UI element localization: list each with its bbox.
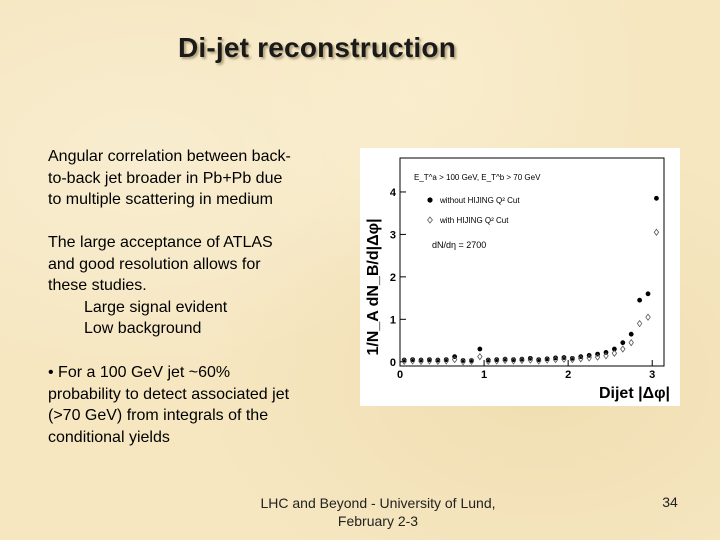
- text-line: (>70 GeV) from integrals of the: [48, 407, 269, 424]
- point-without-cut: [569, 355, 575, 361]
- point-without-cut: [418, 357, 424, 363]
- legend-label-without-cut: without HIJING Q² Cut: [439, 196, 520, 205]
- sub-item-background: Low background: [84, 320, 202, 337]
- point-with-cut: [594, 353, 601, 361]
- point-with-cut: [561, 355, 567, 363]
- text-line: The large acceptance of ATLAS: [48, 234, 273, 251]
- text-line: these studies.: [48, 277, 147, 294]
- y-tick-label: 2: [390, 272, 396, 284]
- footer-line: LHC and Beyond - University of Lund,: [260, 495, 496, 511]
- point-without-cut: [410, 357, 416, 363]
- point-without-cut: [645, 291, 651, 297]
- y-tick-label: 0: [390, 357, 396, 369]
- legend-marker-filled-circle: [427, 197, 433, 203]
- point-without-cut: [443, 357, 449, 363]
- x-axis-title: Dijet |Δφ|: [599, 385, 670, 402]
- point-with-cut: [468, 357, 475, 366]
- text-line: to-back jet broader in Pb+Pb due: [48, 169, 283, 187]
- text-line: and good resolution allows for: [48, 255, 261, 273]
- point-without-cut: [435, 357, 441, 363]
- x-tick-label: 3: [649, 369, 655, 381]
- point-with-cut: [645, 313, 651, 321]
- point-without-cut: [494, 357, 500, 363]
- point-without-cut: [401, 357, 407, 363]
- point-with-cut: [477, 352, 483, 361]
- legend-marker-open-diamond: [427, 216, 433, 224]
- text-line: probability to detect associated jet: [48, 385, 290, 403]
- text-line: conditional yields: [48, 428, 170, 446]
- point-with-cut: [510, 357, 517, 365]
- y-tick-label: 4: [390, 187, 397, 199]
- y-axis-title: 1/N_A dN_B/d|Δφ|: [365, 218, 382, 355]
- y-tick-label: 3: [390, 229, 396, 241]
- point-with-cut: [493, 357, 500, 365]
- point-with-cut: [628, 338, 634, 347]
- point-with-cut: [502, 356, 508, 365]
- plot-frame: [399, 157, 665, 367]
- x-tick-label: 0: [397, 369, 403, 381]
- text-line: • For a 100 GeV jet ~60%: [48, 364, 231, 381]
- footer: LHC and Beyond - University of Lund, Feb…: [250, 494, 506, 530]
- text-line: Angular correlation between back-: [48, 148, 291, 165]
- point-without-cut: [544, 356, 550, 362]
- paragraph-angular-correlation: Angular correlation between back- to-bac…: [48, 146, 338, 211]
- footer-line: February 2-3: [337, 513, 419, 529]
- point-with-cut: [544, 356, 550, 364]
- dijet-chart-svg: 1/N_A dN_B/d|Δφ| Dijet |Δφ| E_T^a > 100 …: [365, 157, 670, 402]
- y-tick-label: 1: [390, 314, 396, 326]
- point-with-cut: [435, 357, 441, 366]
- cut-label: E_T^a > 100 GeV, E_T^b > 70 GeV: [414, 173, 541, 182]
- point-with-cut: [460, 358, 466, 366]
- text-line: to multiple scattering in medium: [48, 191, 273, 208]
- point-with-cut: [586, 354, 592, 362]
- point-with-cut: [527, 356, 534, 364]
- point-with-cut: [443, 357, 449, 365]
- dijet-chart: 1/N_A dN_B/d|Δφ| Dijet |Δφ| E_T^a > 100 …: [360, 148, 680, 406]
- x-tick-label: 2: [565, 369, 571, 381]
- point-without-cut: [427, 357, 432, 363]
- point-with-cut: [611, 349, 618, 357]
- legend-label-with-cut: with HIJING Q² Cut: [439, 216, 509, 225]
- point-without-cut: [553, 355, 558, 361]
- point-without-cut: [485, 357, 491, 363]
- point-without-cut: [502, 356, 508, 362]
- point-with-cut: [519, 356, 525, 365]
- point-with-cut: [653, 228, 660, 236]
- point-with-cut: [552, 355, 559, 364]
- x-tick-label: 1: [481, 369, 487, 381]
- paragraph-atlas-acceptance: The large acceptance of ATLAS and good r…: [48, 232, 338, 340]
- point-with-cut: [569, 355, 576, 364]
- point-without-cut: [477, 346, 483, 352]
- point-without-cut: [637, 297, 643, 303]
- slide-title: Di-jet reconstruction: [178, 32, 457, 63]
- multiplicity-annotation: dN/dη = 2700: [432, 240, 486, 250]
- point-with-cut: [451, 355, 458, 364]
- point-with-cut: [485, 357, 491, 366]
- point-with-cut: [636, 319, 643, 328]
- point-with-cut: [536, 357, 542, 365]
- point-with-cut: [418, 357, 424, 366]
- point-without-cut: [527, 355, 533, 361]
- point-without-cut: [469, 358, 474, 363]
- point-without-cut: [519, 356, 525, 362]
- point-with-cut: [578, 355, 584, 363]
- point-with-cut: [620, 345, 626, 353]
- point-without-cut: [460, 358, 466, 363]
- page-number: 34: [662, 494, 678, 510]
- point-with-cut: [426, 357, 433, 365]
- point-without-cut: [628, 331, 634, 337]
- sub-item-signal: Large signal evident: [84, 298, 228, 316]
- point-with-cut: [409, 357, 416, 365]
- point-without-cut: [511, 357, 516, 363]
- point-without-cut: [561, 355, 567, 360]
- point-without-cut: [611, 346, 617, 352]
- point-without-cut: [620, 340, 626, 346]
- point-without-cut: [536, 357, 542, 363]
- point-without-cut: [654, 195, 659, 201]
- point-with-cut: [603, 352, 609, 360]
- paragraph-jet-probability: • For a 100 GeV jet ~60% probability to …: [48, 362, 348, 448]
- point-with-cut: [401, 357, 407, 366]
